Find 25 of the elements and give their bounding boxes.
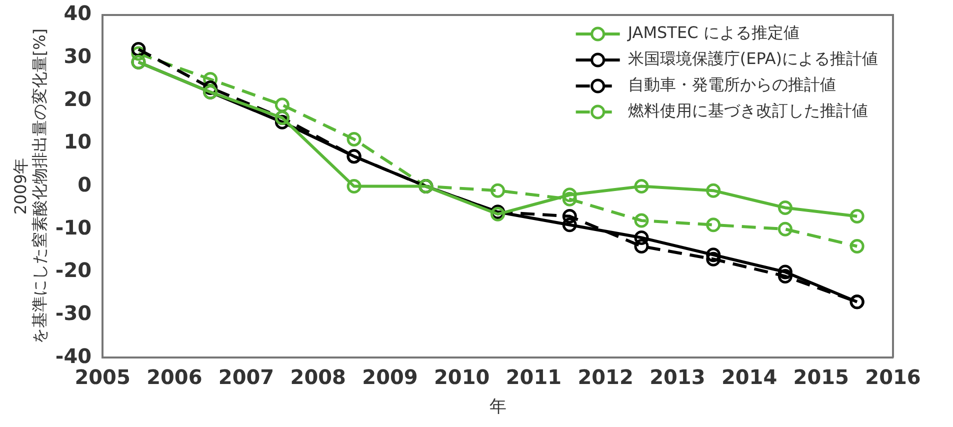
x-tick-label: 2013 [650, 364, 706, 389]
y-tick-label: 30 [64, 44, 92, 68]
legend-label: 米国環境保護庁(EPA)による推計値 [628, 49, 878, 68]
y-tick-label: -30 [55, 300, 92, 325]
x-tick-label: 2016 [865, 364, 921, 389]
legend-label: 燃料使用に基づき改訂した推計値 [628, 101, 868, 120]
x-tick-label: 2008 [290, 364, 346, 389]
y-axis-title: 2009年を基準にした窒素酸化物排出量の変化量[%] [10, 28, 49, 344]
y-tick-label: 40 [64, 1, 92, 26]
x-tick-label: 2014 [721, 364, 778, 389]
x-axis-title: 年 [489, 397, 506, 418]
y-tick-label: -10 [55, 215, 92, 240]
x-tick-label: 2009 [362, 364, 418, 389]
y-tick-label: -20 [55, 258, 92, 282]
x-tick-label: 2010 [434, 364, 490, 389]
y-tick-label: 20 [64, 86, 92, 111]
x-tick-label: 2007 [218, 364, 274, 389]
y-tick-label: 0 [78, 172, 92, 197]
x-tick-label: 2006 [146, 364, 202, 389]
legend-label: JAMSTEC による推定値 [626, 23, 800, 42]
y-tick-label: 10 [64, 130, 92, 154]
legend-label: 自動車・発電所からの推計値 [628, 75, 836, 94]
x-tick-label: 2015 [793, 364, 849, 389]
x-tick-label: 2012 [578, 364, 634, 389]
x-tick-label: 2011 [506, 364, 562, 389]
